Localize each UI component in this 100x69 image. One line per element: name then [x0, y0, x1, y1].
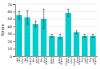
y-tick-label: 70	[8, 3, 12, 7]
y-tick-label: 20	[8, 40, 12, 44]
x-tick: Nat.latex(Ans.)	[15, 56, 23, 63]
x-tick-label: Neo-prene(Card.)	[40, 56, 48, 64]
x-tick-label: Poly-ureth.(Card.)	[89, 57, 97, 65]
x-tick-label: Neo-prene(Ans.)	[32, 56, 40, 63]
error-bar	[67, 9, 69, 16]
error-bar	[18, 11, 20, 18]
grid-line	[15, 4, 97, 5]
bar	[49, 36, 55, 56]
bar	[16, 15, 22, 56]
bar	[90, 36, 96, 56]
x-tick-label-line: (Card.)	[45, 57, 48, 65]
y-tick: 0	[10, 55, 15, 59]
bar	[82, 36, 88, 56]
x-tick: Polyiso-prene(Ans.)	[64, 56, 72, 65]
x-tick: Nitrile(Card.)	[57, 56, 62, 65]
y-tick-mark	[13, 49, 15, 50]
bar	[65, 13, 71, 56]
y-tick-label: 30	[8, 32, 12, 36]
y-tick-label: 0	[10, 55, 12, 59]
bar	[74, 32, 80, 56]
y-tick: 20	[8, 40, 15, 44]
x-axis-line	[16, 56, 98, 57]
x-tick: Polyiso-prene(Card.)	[73, 56, 81, 65]
plot-area	[16, 9, 96, 56]
y-axis-line	[13, 5, 16, 57]
y-tick: 30	[8, 32, 15, 36]
bar	[57, 37, 63, 56]
chart: 0 10 20 30 40 50 60 70 Nat.latex(Ans.)Nat.latex(…	[0, 0, 100, 69]
y-tick-label: 40	[8, 25, 12, 29]
x-tick-label: Nitrile(Card.)	[57, 56, 62, 64]
x-tick: Neo-prene(Card.)	[40, 56, 48, 65]
error-bar	[51, 34, 53, 37]
x-tick-label: Nat.latex(Ans.)	[15, 56, 23, 63]
error-bar	[92, 34, 94, 37]
error-bar	[59, 34, 61, 38]
x-axis: Nat.latex(Ans.)Nat.latex(Card.)Neo-prene…	[15, 56, 97, 65]
y-tick: 70	[8, 3, 15, 7]
x-tick-label-line: (Card.)	[60, 57, 63, 65]
error-bar	[34, 21, 36, 27]
y-tick-label: 60	[8, 10, 12, 14]
x-tick-label: Polyiso-prene(Card.)	[73, 56, 81, 65]
error-bar	[84, 34, 86, 37]
x-tick: Poly-ureth.(Card.)	[89, 56, 97, 65]
x-tick-label: Nat.latex(Card.)	[23, 56, 31, 64]
y-axis-title: N/mm	[0, 24, 5, 36]
bar	[33, 24, 39, 56]
y-tick-mark	[13, 34, 15, 35]
x-tick: Neo-prene(Ans.)	[32, 56, 40, 63]
x-tick-label: Nitrile(Ans.)	[49, 56, 54, 63]
y-axis: 0 10 20 30 40 50 60 70	[8, 3, 16, 59]
y-tick-label: 10	[8, 47, 12, 51]
y-tick-mark	[13, 56, 15, 57]
y-tick: 50	[8, 17, 15, 21]
x-tick-label: Polyiso-prene(Ans.)	[64, 56, 72, 65]
error-bar	[43, 9, 45, 28]
error-bar	[75, 31, 77, 34]
x-tick-label: Poly-ureth.(Ans.)	[81, 57, 89, 64]
x-tick: Nitrile(Ans.)	[49, 56, 54, 64]
y-tick-mark	[13, 19, 15, 20]
y-tick: 60	[8, 10, 15, 14]
x-tick: Nat.latex(Card.)	[23, 56, 31, 65]
y-tick: 40	[8, 25, 15, 29]
x-tick-label-line: (Ans.)	[52, 57, 55, 64]
grid	[15, 4, 97, 56]
x-tick: Poly-ureth.(Ans.)	[81, 56, 89, 64]
y-tick-label: 50	[8, 17, 12, 21]
y-tick-mark	[13, 26, 15, 27]
y-tick-mark	[13, 11, 15, 12]
error-bar	[26, 11, 28, 24]
x-tick-label-line: (Card.)	[94, 57, 97, 65]
y-tick: 10	[8, 47, 15, 51]
y-tick-mark	[13, 41, 15, 42]
y-tick-mark	[13, 4, 15, 5]
